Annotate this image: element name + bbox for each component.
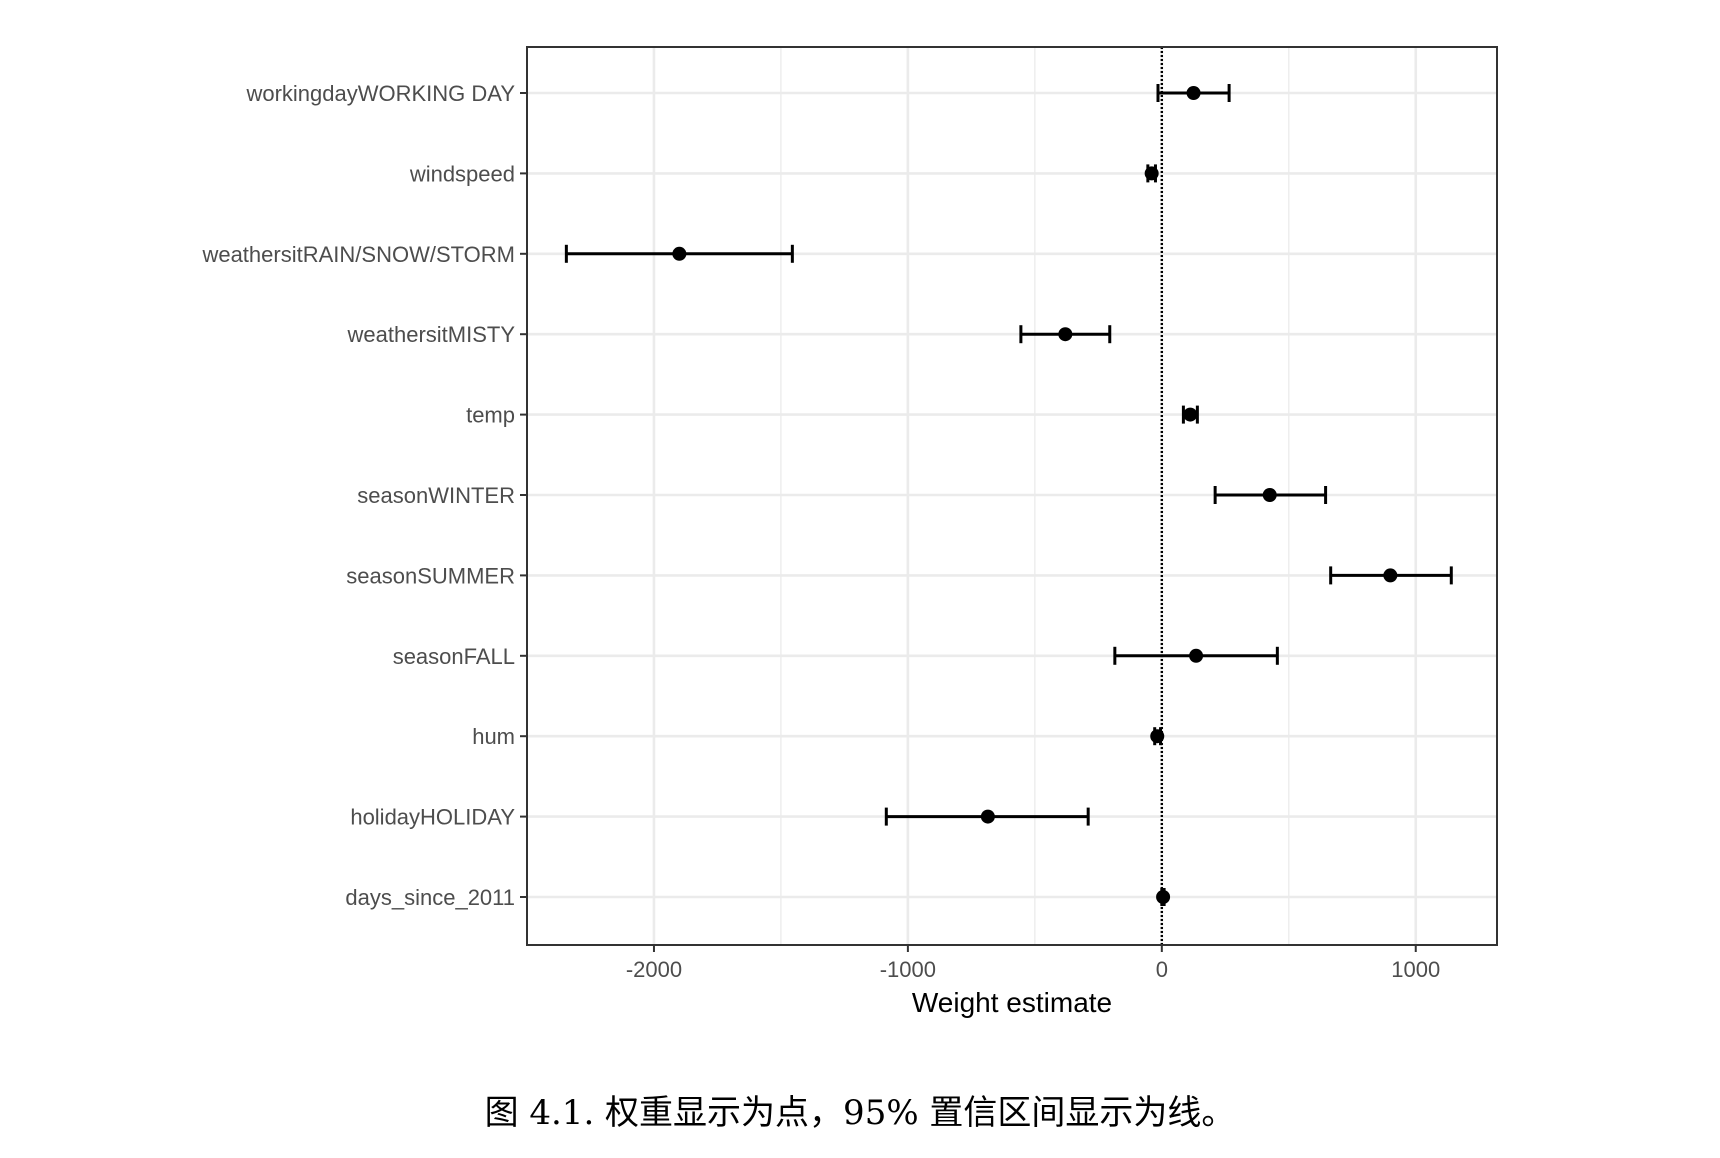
y-tick-label: weathersitRAIN/SNOW/STORM — [201, 242, 515, 267]
x-tick-label: 0 — [1156, 957, 1168, 982]
coefficient-row — [1156, 84, 1231, 102]
figure-caption: 图 4.1. 权重显示为点，95% 置信区间显示为线。 — [484, 1093, 1236, 1133]
coefficient-chart: workingdayWORKING DAY windspeed weathersit… — [201, 46, 1498, 1018]
y-tick-label: weathersitMISTY — [347, 322, 516, 347]
coefficient-row — [1329, 566, 1453, 585]
estimate-point — [1183, 407, 1198, 422]
coefficient-row — [1113, 646, 1279, 665]
coefficient-row — [884, 807, 1090, 826]
estimate-point — [980, 809, 995, 824]
coefficient-row — [1213, 486, 1328, 504]
x-tick-label: -2000 — [626, 957, 682, 982]
estimate-point — [1383, 568, 1398, 583]
estimate-point — [1144, 166, 1159, 181]
coefficient-row — [1150, 727, 1165, 746]
x-tick-label: -1000 — [880, 957, 936, 982]
estimate-point — [1186, 86, 1201, 100]
coefficient-row — [564, 244, 794, 263]
coefficient-row — [1181, 405, 1199, 424]
y-tick-label: days_since_2011 — [345, 885, 515, 910]
y-tick-label: temp — [466, 403, 515, 428]
y-tick-label: windspeed — [409, 161, 515, 186]
coefficient-row — [1156, 888, 1171, 906]
estimate-point — [1058, 327, 1073, 342]
y-tick-label: seasonFALL — [393, 644, 515, 669]
x-tick-label: 1000 — [1391, 957, 1440, 982]
estimate-point — [1189, 648, 1204, 663]
y-tick-label: seasonWINTER — [357, 483, 515, 508]
estimate-point — [1150, 729, 1165, 744]
estimate-point — [1156, 890, 1171, 904]
y-tick-label: seasonSUMMER — [346, 563, 515, 588]
estimate-point — [672, 246, 687, 261]
coefficient-row — [1144, 164, 1159, 183]
x-axis-title: Weight estimate — [912, 987, 1112, 1018]
y-tick-label: holidayHOLIDAY — [350, 805, 515, 830]
estimate-point — [1262, 488, 1277, 502]
y-tick-label: hum — [472, 724, 515, 749]
y-tick-label: workingdayWORKING DAY — [245, 81, 515, 106]
coefficient-row — [1019, 325, 1112, 344]
